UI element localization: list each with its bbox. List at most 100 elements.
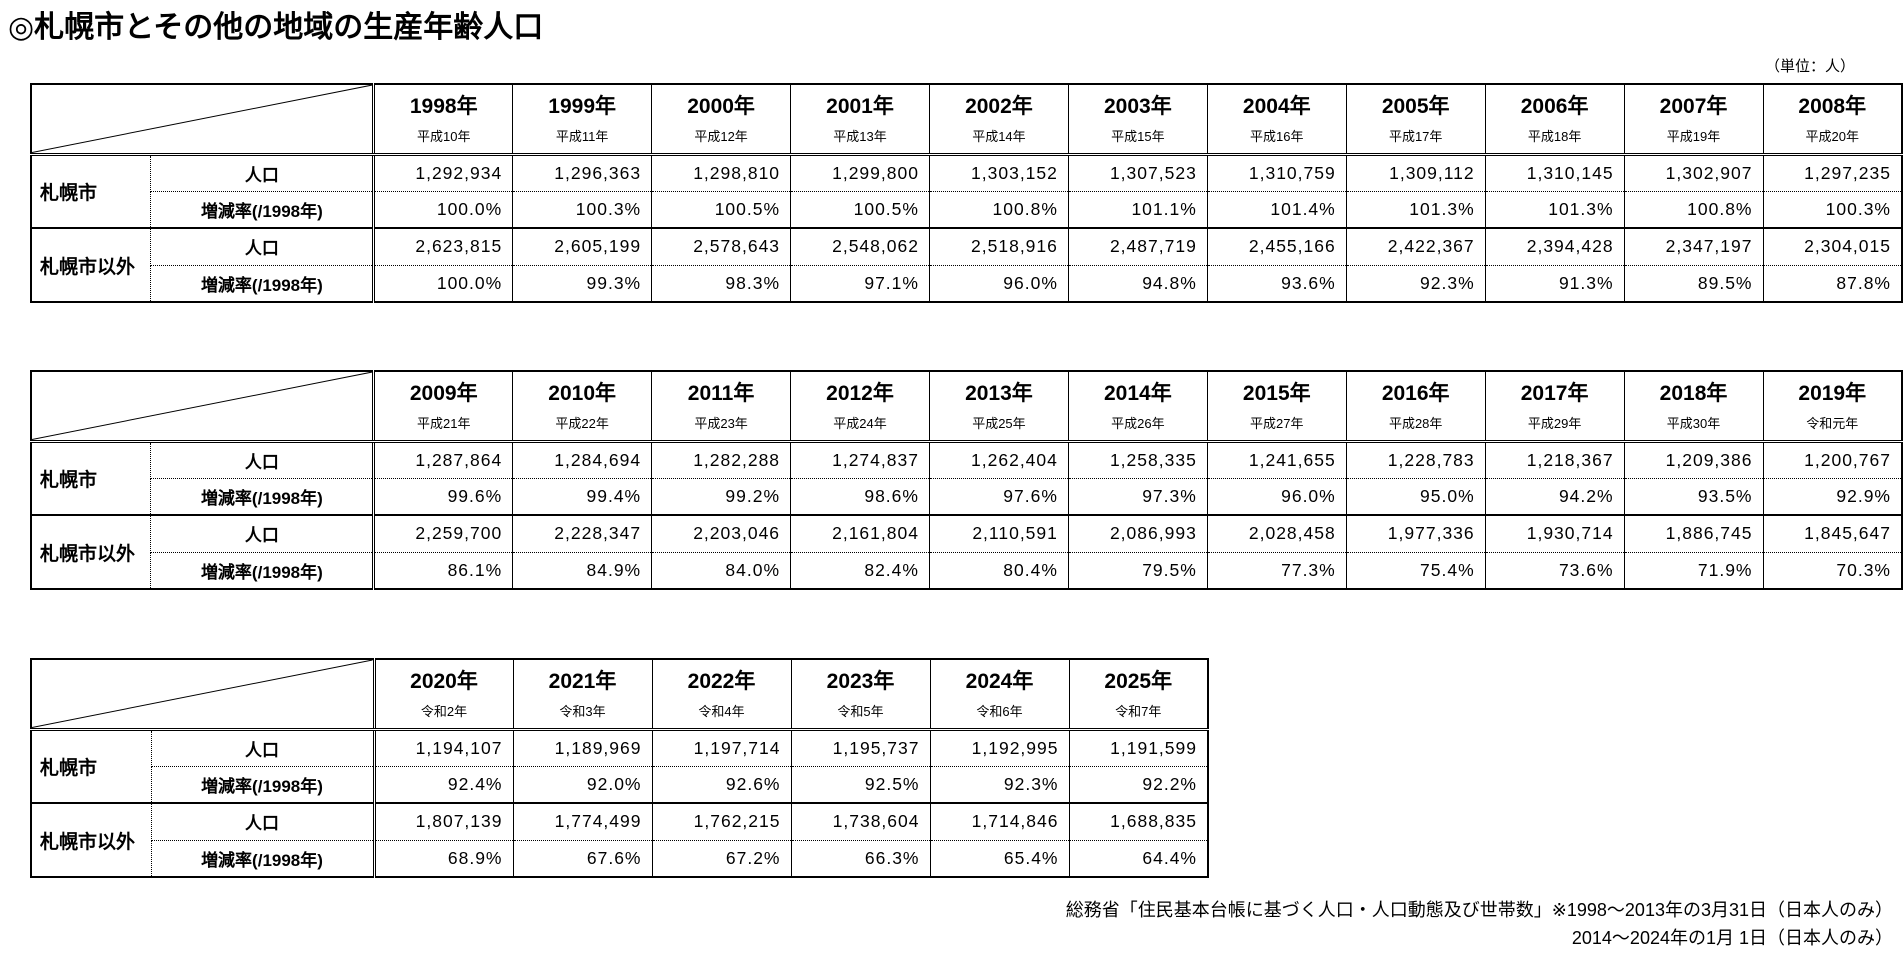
year-label: 2011年 — [687, 381, 755, 405]
era-label: 平成17年 — [1388, 128, 1443, 144]
source-note-line1: 総務省「住民基本台帳に基づく人口・人口動態及び世帯数」※1998～2013年の3… — [1065, 900, 1893, 920]
change-rate-value-cell: 67.6% — [512, 839, 652, 877]
population-value-cell: 1,197,714 — [651, 729, 791, 766]
change-rate-value-cell: 92.5% — [790, 765, 930, 803]
population-value-cell: 1,738,604 — [790, 802, 930, 840]
change-rate-value-cell: 101.3% — [1484, 190, 1625, 228]
population-value-cell: 1,714,846 — [929, 802, 1069, 840]
change-rate-value-cell: 92.6% — [651, 765, 791, 803]
change-rate-value-cell: 100.5% — [651, 190, 791, 228]
change-rate-value-cell: 100.0% — [372, 264, 513, 302]
row-metric-label: 増減率(/1998年) — [150, 765, 374, 803]
year-label: 2013年 — [965, 381, 1033, 405]
change-rate-value-cell: 99.6% — [372, 477, 513, 515]
header-corner-cell — [31, 371, 374, 443]
year-header-cell: 2007年 平成19年 — [1623, 84, 1763, 156]
population-value-cell: 2,605,199 — [512, 227, 652, 265]
year-header-cell: 2021年 令和3年 — [512, 659, 652, 731]
era-label: 平成22年 — [555, 415, 609, 431]
era-label: 平成11年 — [555, 128, 609, 144]
population-value-cell: 2,548,062 — [790, 227, 930, 265]
year-header-cell: 2013年平成25年 — [928, 371, 1069, 443]
change-rate-value-cell: 89.5% — [1623, 264, 1763, 302]
table-1998-2008: 1998年 平成10年 1999年 平成11年 2000年 平成12年 2001年 平成13年… — [30, 83, 1903, 303]
change-rate-value-cell: 100.0% — [372, 190, 513, 228]
year-label: 2016年 — [1381, 381, 1450, 405]
year-header-cell: 2011年平成23年 — [651, 371, 791, 443]
change-rate-value-cell: 92.9% — [1762, 477, 1902, 515]
year-header-cell: 2020年 令和2年 — [372, 659, 513, 731]
population-value-cell: 1,192,995 — [929, 729, 1069, 766]
population-value-cell: 1,297,235 — [1762, 154, 1902, 191]
year-header-cell: 2024年 令和6年 — [929, 659, 1069, 731]
era-label: 平成29年 — [1527, 415, 1582, 431]
row-metric-label: 人口 — [150, 514, 374, 552]
population-value-cell: 2,422,367 — [1345, 227, 1486, 265]
era-label: 令和4年 — [698, 703, 745, 719]
year-label: 2010年 — [548, 381, 617, 405]
population-value-cell: 1,284,694 — [512, 441, 652, 478]
change-rate-value-cell: 67.2% — [651, 839, 791, 877]
population-value-cell: 1,282,288 — [651, 441, 791, 478]
diagonal-line — [32, 85, 372, 153]
year-header-cell: 2014年 平成26年 — [1067, 371, 1208, 443]
year-label: 2015年 — [1242, 381, 1311, 405]
change-rate-value-cell: 94.2% — [1484, 477, 1625, 515]
year-label: 2022年 — [687, 669, 756, 693]
row-group-label-sapporo: 札幌市 — [40, 469, 98, 491]
year-label: 2006年 — [1520, 94, 1589, 118]
change-rate-value-cell: 101.4% — [1206, 190, 1347, 228]
year-label: 2019年 — [1798, 381, 1867, 405]
header-corner-cell — [31, 84, 374, 156]
change-rate-value-cell: 75.4% — [1345, 551, 1486, 589]
page-title: ◎札幌市とその他の地域の生産年齢人口 — [8, 11, 544, 44]
population-value-cell: 1,303,152 — [928, 154, 1069, 191]
era-label: 令和7年 — [1115, 703, 1162, 719]
change-rate-value-cell: 96.0% — [1206, 477, 1347, 515]
population-value-cell: 2,394,428 — [1484, 227, 1625, 265]
change-rate-value-cell: 97.6% — [928, 477, 1069, 515]
table-2009-2019: 2009年 平成21年 2010年 平成22年 2011年 平成23年 2012年 平成24年… — [30, 370, 1903, 590]
change-rate-value-cell: 101.1% — [1067, 190, 1208, 228]
era-label: 平成21年 — [417, 415, 471, 431]
year-header-cell: 2000年 平成12年 — [651, 84, 791, 156]
row-group-label-sapporo: 札幌市 — [40, 182, 98, 204]
year-label: 2024年 — [965, 669, 1034, 693]
year-header-cell: 2003年 平成15年 — [1067, 84, 1208, 156]
era-label: 平成25年 — [972, 415, 1026, 431]
change-rate-value-cell: 95.0% — [1345, 477, 1486, 515]
population-value-cell: 1,299,800 — [790, 154, 930, 191]
year-header-cell: 2002年 平成14年 — [928, 84, 1069, 156]
population-value-cell: 1,298,810 — [651, 154, 791, 191]
diagonal-line — [32, 372, 372, 440]
change-rate-value-cell: 77.3% — [1206, 551, 1347, 589]
population-value-cell: 1,886,745 — [1623, 514, 1763, 552]
era-label: 平成23年 — [694, 415, 748, 431]
year-header-cell: 2010年平成22年 — [512, 371, 652, 443]
population-value-cell: 2,487,719 — [1067, 227, 1208, 265]
change-rate-value-cell: 100.3% — [1762, 190, 1902, 228]
population-value-cell: 2,304,015 — [1762, 227, 1902, 265]
population-value-cell: 1,296,363 — [512, 154, 652, 191]
population-value-cell: 2,228,347 — [512, 514, 652, 552]
year-label: 2007年 — [1659, 94, 1728, 118]
change-rate-value-cell: 98.6% — [790, 477, 930, 515]
row-metric-label: 人口 — [150, 729, 374, 766]
change-rate-value-cell: 70.3% — [1762, 551, 1902, 589]
table-2020-2025: 2020年 令和2年 2021年 令和3年 2022年 令和4年 2023年 令和5年 2024… — [30, 658, 1209, 878]
era-label: 令和3年 — [559, 703, 606, 719]
year-label: 2012年 — [826, 381, 894, 405]
row-metric-label: 増減率(/1998年) — [150, 477, 374, 515]
year-header-cell: 1999年平成11年 — [512, 84, 652, 156]
year-label: 2001年 — [826, 94, 894, 118]
unit-note: （単位：人） — [1764, 58, 1855, 75]
year-header-cell: 2017年 平成29年 — [1484, 371, 1625, 443]
population-value-cell: 1,309,112 — [1345, 154, 1486, 191]
change-rate-value-cell: 92.4% — [372, 765, 513, 803]
year-header-cell: 2008年 平成20年 — [1762, 84, 1902, 156]
source-note-line2: 2014～2024年の1月 1日（日本人のみ） — [1571, 928, 1893, 948]
change-rate-value-cell: 93.5% — [1623, 477, 1763, 515]
row-metric-label: 増減率(/1998年) — [150, 264, 374, 302]
year-label: 1999年 — [548, 94, 617, 118]
change-rate-value-cell: 84.0% — [651, 551, 791, 589]
